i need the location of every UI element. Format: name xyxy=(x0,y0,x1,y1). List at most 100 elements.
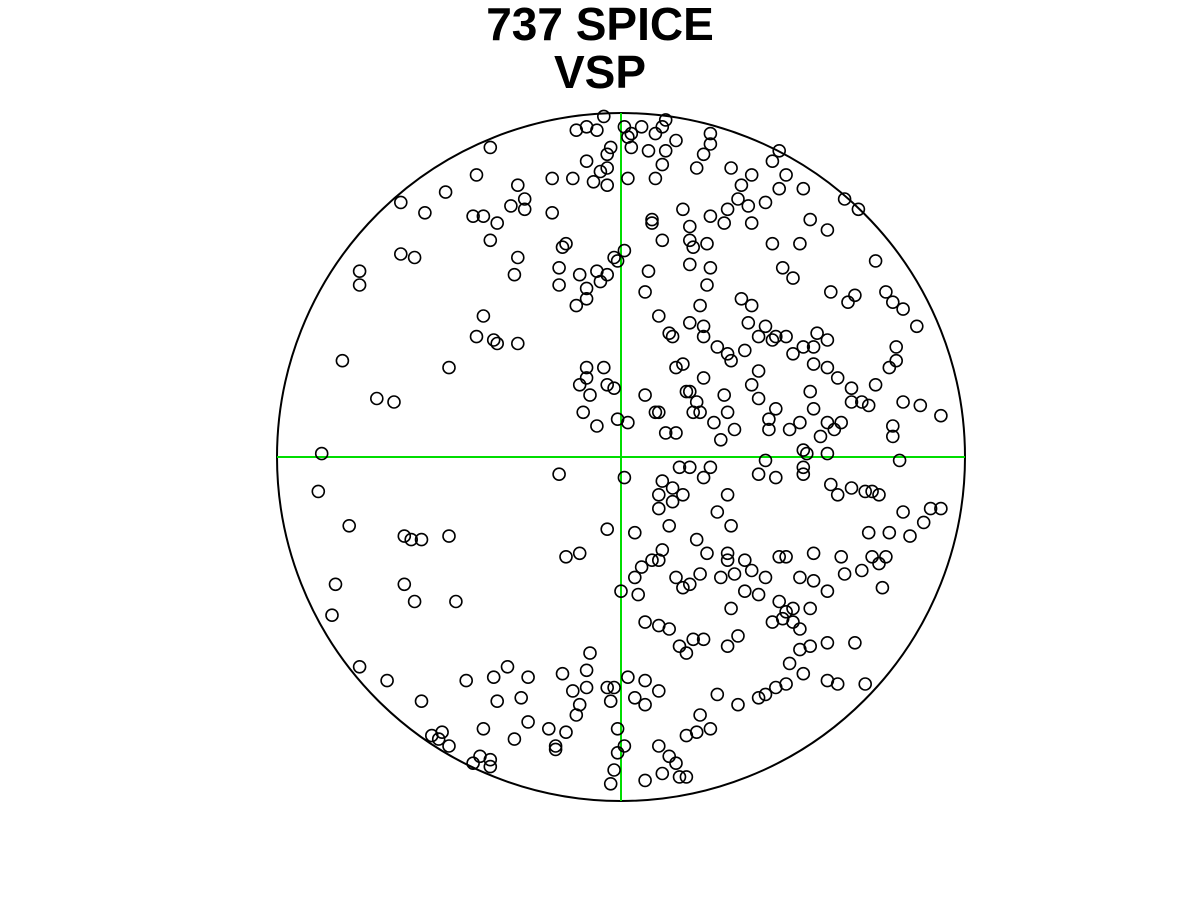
data-point-69 xyxy=(700,278,714,292)
data-point-280 xyxy=(854,563,869,578)
data-point-143 xyxy=(803,384,818,399)
data-point-164 xyxy=(720,346,735,361)
data-point-46 xyxy=(559,236,573,251)
data-point-361 xyxy=(617,470,632,485)
data-point-9 xyxy=(624,126,639,141)
data-point-170 xyxy=(651,405,666,420)
data-point-144 xyxy=(806,401,821,416)
data-point-5 xyxy=(603,140,618,155)
data-point-79 xyxy=(734,178,749,192)
data-point-173 xyxy=(682,384,697,399)
data-point-195 xyxy=(442,360,456,375)
data-point-224 xyxy=(548,742,563,757)
data-point-360 xyxy=(552,467,566,482)
data-point-219 xyxy=(521,715,535,729)
data-point-26 xyxy=(469,168,484,182)
data-point-92 xyxy=(689,161,704,175)
data-point-118 xyxy=(844,381,859,396)
data-point-163 xyxy=(724,353,738,368)
data-point-166 xyxy=(710,340,725,354)
data-point-135 xyxy=(734,291,749,306)
chart-title: 737 SPICE VSP xyxy=(0,0,1200,96)
data-point-120 xyxy=(854,395,869,409)
data-point-282 xyxy=(872,556,886,571)
data-point-204 xyxy=(407,594,422,609)
data-point-209 xyxy=(380,673,394,688)
data-point-236 xyxy=(638,697,652,712)
data-point-201 xyxy=(342,518,357,533)
data-point-41 xyxy=(490,216,505,230)
data-point-180 xyxy=(579,371,594,385)
data-point-154 xyxy=(751,364,766,378)
data-point-59 xyxy=(645,216,659,230)
data-point-258 xyxy=(758,687,773,702)
data-point-18 xyxy=(621,171,635,186)
data-point-207 xyxy=(325,608,339,623)
data-point-324 xyxy=(651,487,666,502)
data-point-306 xyxy=(634,560,649,574)
data-point-234 xyxy=(621,670,635,685)
data-point-277 xyxy=(803,601,818,616)
data-point-39 xyxy=(352,278,367,292)
data-point-31 xyxy=(476,209,491,223)
data-point-217 xyxy=(483,759,498,774)
data-point-88 xyxy=(703,137,718,151)
data-point-94 xyxy=(682,219,697,234)
data-point-344 xyxy=(896,505,910,519)
data-point-205 xyxy=(397,577,412,592)
data-point-354 xyxy=(820,446,835,461)
data-point-57 xyxy=(579,281,594,296)
data-point-84 xyxy=(772,144,787,158)
data-point-149 xyxy=(762,422,776,437)
data-point-210 xyxy=(414,694,429,709)
data-point-22 xyxy=(565,171,580,186)
data-point-293 xyxy=(737,584,752,599)
data-point-362 xyxy=(559,549,573,564)
data-point-37 xyxy=(393,247,408,261)
data-point-82 xyxy=(779,168,793,182)
data-point-208 xyxy=(352,659,367,674)
data-point-100 xyxy=(793,236,807,251)
data-point-273 xyxy=(765,615,780,629)
data-point-117 xyxy=(868,377,883,392)
data-point-345 xyxy=(861,525,876,540)
data-point-25 xyxy=(483,140,498,155)
data-point-155 xyxy=(717,388,732,402)
data-point-61 xyxy=(655,233,670,248)
data-point-52 xyxy=(600,267,615,282)
data-point-95 xyxy=(682,233,697,248)
data-point-347 xyxy=(903,529,917,543)
data-point-73 xyxy=(700,236,714,251)
data-point-235 xyxy=(627,690,642,705)
data-point-42 xyxy=(510,250,525,265)
data-point-338 xyxy=(823,477,838,492)
data-point-365 xyxy=(627,525,642,540)
data-point-303 xyxy=(638,615,652,629)
data-point-265 xyxy=(858,677,873,691)
data-point-239 xyxy=(610,721,625,736)
data-point-189 xyxy=(665,329,680,344)
data-point-105 xyxy=(851,202,866,217)
data-point-197 xyxy=(369,391,384,406)
data-point-340 xyxy=(844,481,859,495)
data-point-349 xyxy=(923,501,938,516)
data-point-157 xyxy=(713,432,728,447)
data-point-134 xyxy=(741,315,756,330)
data-point-81 xyxy=(772,181,787,196)
data-point-245 xyxy=(655,766,670,781)
data-point-264 xyxy=(830,677,845,691)
data-point-75 xyxy=(717,216,732,230)
data-point-30 xyxy=(504,199,518,213)
data-point-110 xyxy=(885,295,900,310)
data-point-353 xyxy=(885,419,900,433)
data-point-323 xyxy=(651,501,666,516)
data-point-254 xyxy=(693,708,707,722)
data-point-228 xyxy=(579,680,594,695)
data-point-148 xyxy=(782,422,797,437)
data-point-230 xyxy=(583,646,597,660)
data-point-165 xyxy=(737,343,752,358)
data-point-255 xyxy=(710,687,725,702)
data-point-283 xyxy=(879,549,893,564)
data-point-123 xyxy=(827,422,842,437)
data-point-359 xyxy=(655,474,670,488)
